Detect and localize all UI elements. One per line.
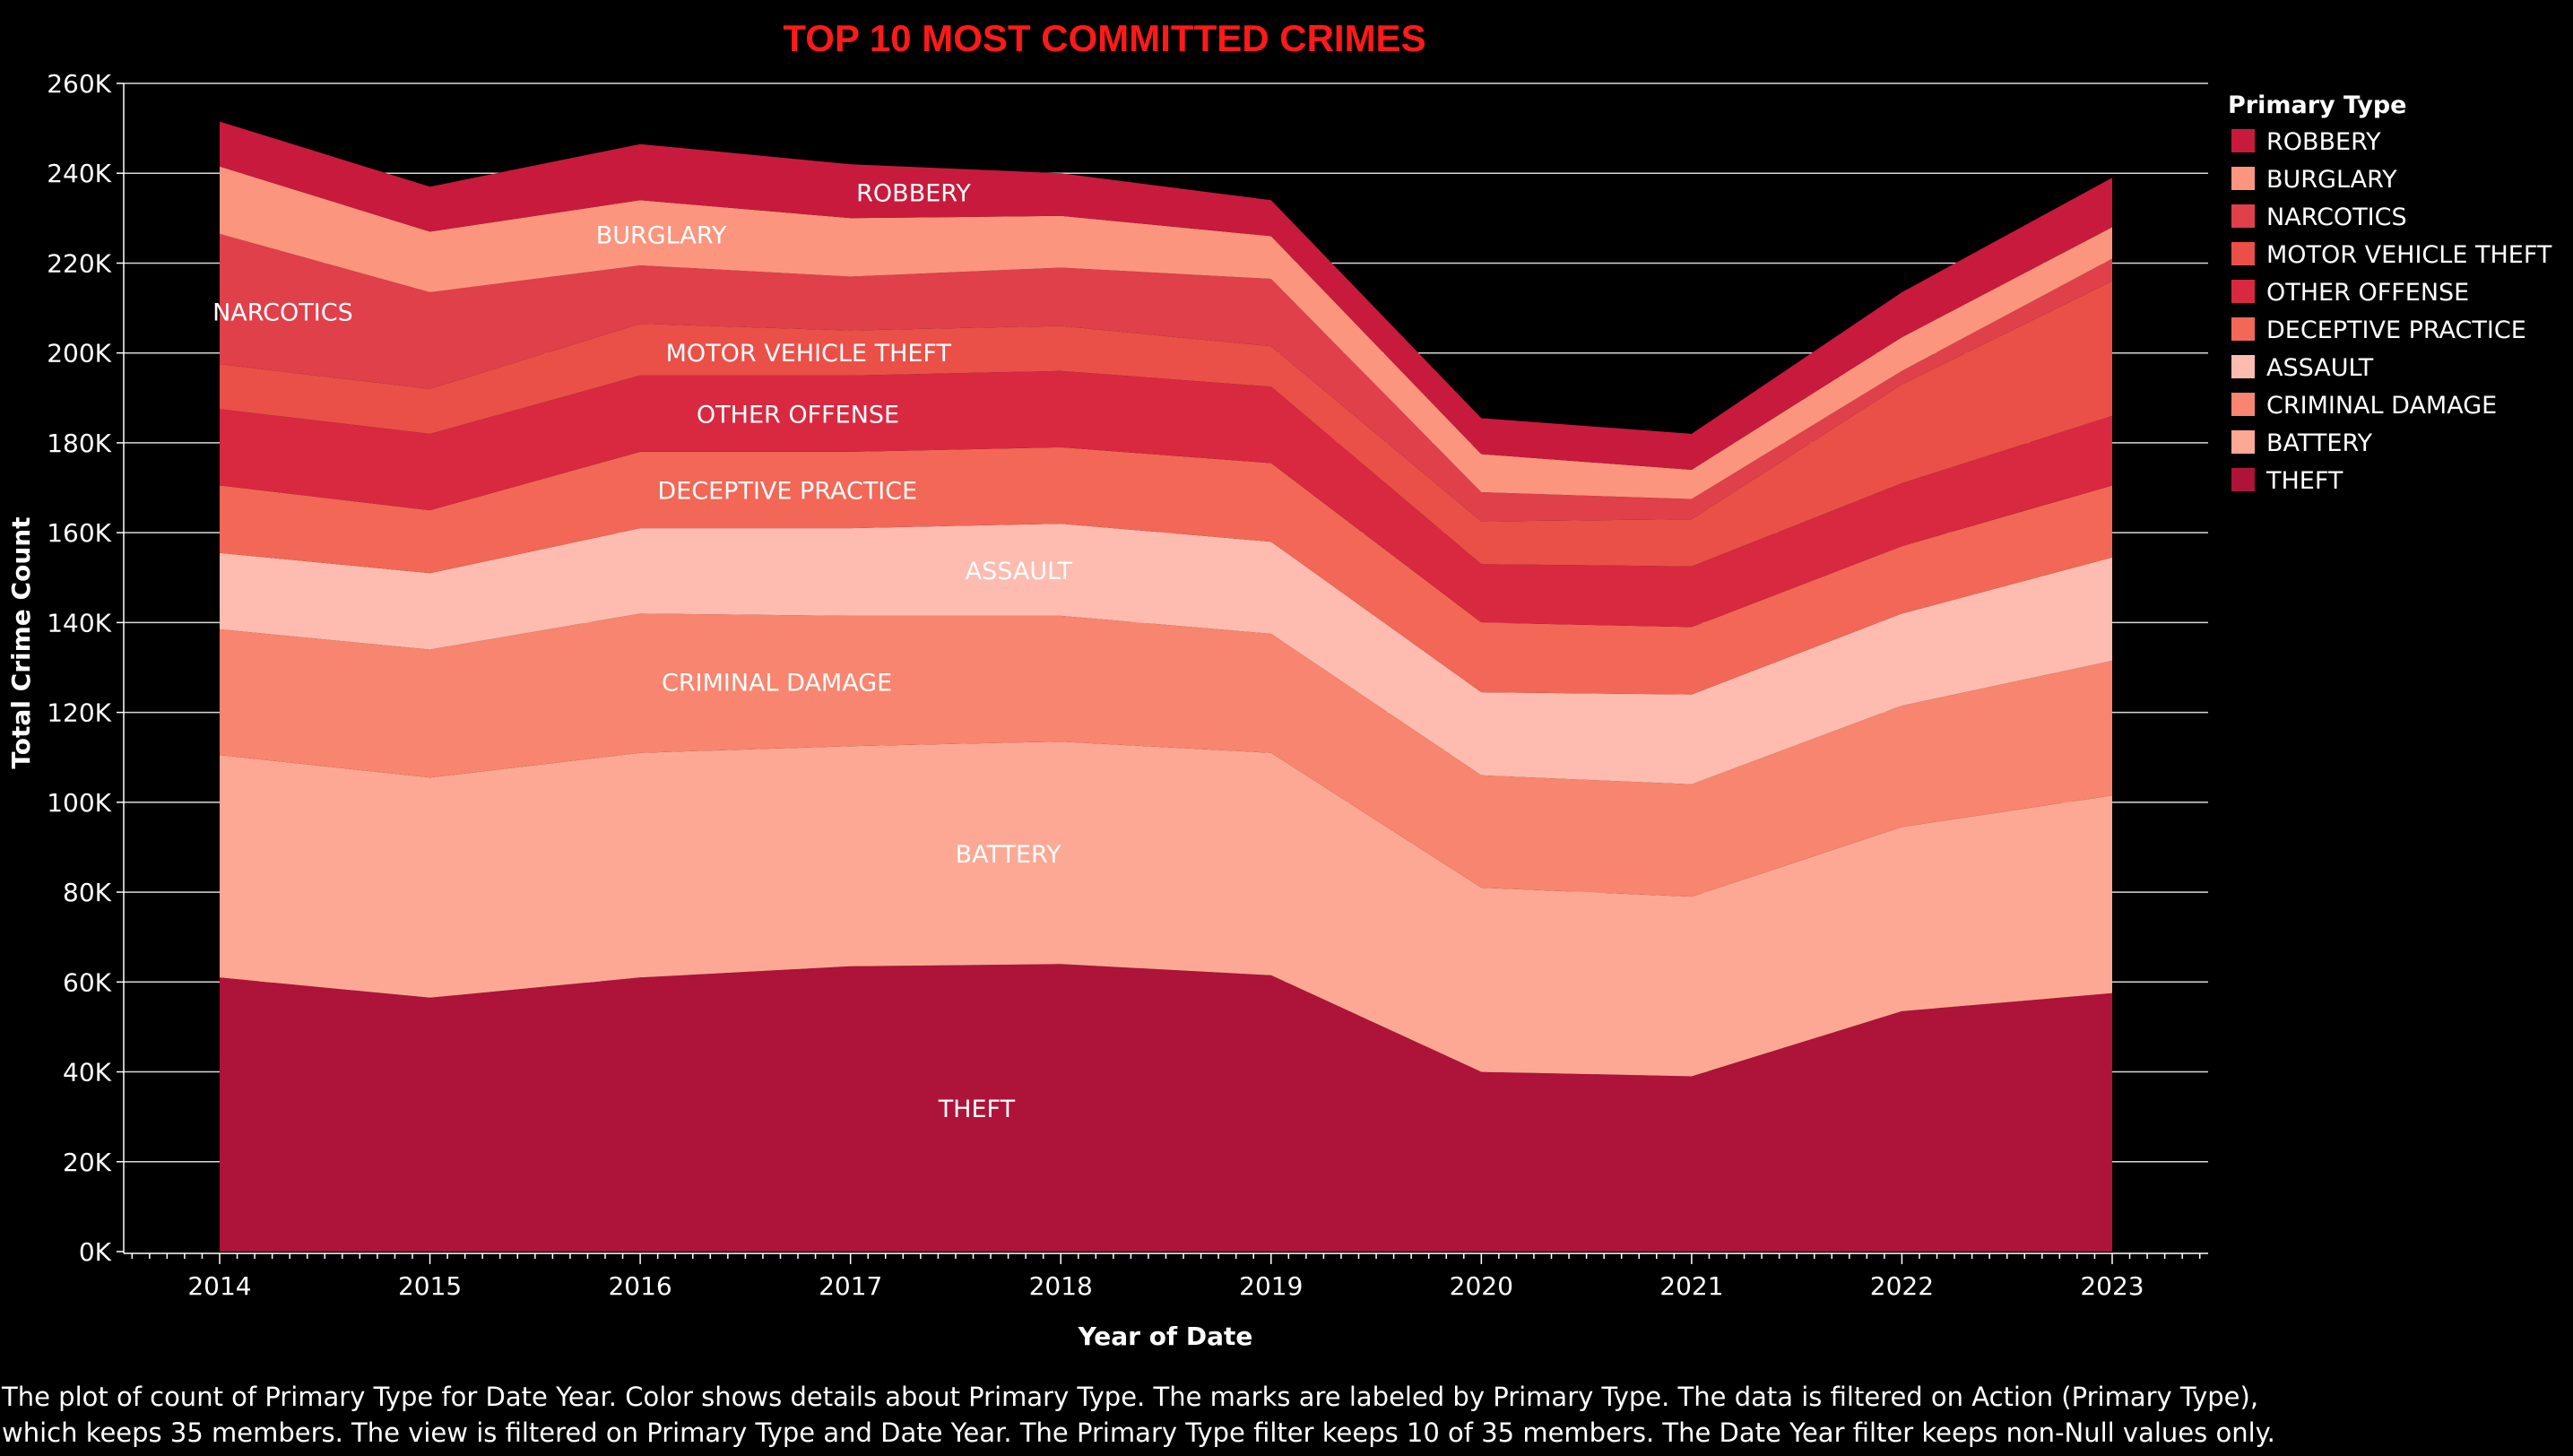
- y-tick-label: 140K: [47, 608, 111, 637]
- x-tick-labels: 2014 2015 2016 2017 2018 2019 2020 2021 2022 2023: [187, 1271, 2144, 1301]
- legend-swatch: [2231, 204, 2255, 228]
- y-tick-label: 200K: [47, 339, 111, 368]
- x-tick-label: 2018: [1029, 1271, 1093, 1301]
- area-label: ASSAULT: [966, 558, 1073, 585]
- legend: Primary Type ROBBERY BURGLARY NARCOTICS MOT…: [2228, 91, 2552, 495]
- area-deceptive-practice: [220, 446, 2112, 695]
- legend-item-label: DECEPTIVE PRACTICE: [2266, 316, 2526, 344]
- x-tick-label: 2021: [1659, 1271, 1723, 1301]
- area-narcotics: [220, 233, 2112, 522]
- area-theft: [220, 964, 2112, 1252]
- y-axis-label: Total Crime Count: [6, 516, 36, 768]
- y-tick-label: 260K: [47, 69, 111, 99]
- legend-swatch: [2231, 430, 2255, 454]
- area-label: DECEPTIVE PRACTICE: [657, 478, 917, 506]
- y-tick-label: 220K: [47, 249, 111, 279]
- y-tick-label: 160K: [47, 518, 111, 548]
- area-label: OTHER OFFENSE: [697, 401, 899, 429]
- area-label: BATTERY: [956, 841, 1062, 869]
- axes: [117, 82, 2208, 1264]
- legend-title: Primary Type: [2228, 91, 2406, 119]
- legend-swatch: [2231, 280, 2255, 303]
- y-tick-label: 100K: [47, 788, 111, 818]
- legend-swatch: [2231, 393, 2255, 416]
- x-tick-label: 2015: [398, 1271, 462, 1301]
- legend-item-label: ASSAULT: [2266, 354, 2374, 382]
- legend-swatch: [2231, 242, 2255, 265]
- y-tick-label: 40K: [63, 1058, 112, 1088]
- y-tick-labels: 0K 20K 40K 60K 80K 100K 120K 140K 160K 180K 200K 22…: [47, 69, 111, 1267]
- area-label: BURGLARY: [596, 221, 727, 249]
- area-battery: [220, 741, 2112, 1077]
- legend-item-label: ROBBERY: [2266, 128, 2381, 156]
- area-motor-vehicle-theft: [220, 281, 2112, 567]
- legend-item-label: BURGLARY: [2266, 166, 2397, 194]
- area-layers: [220, 121, 2112, 1252]
- legend-swatch: [2231, 355, 2255, 378]
- y-tick-label: 240K: [47, 159, 111, 188]
- x-tick-label: 2017: [819, 1271, 882, 1301]
- area-robbery: [220, 121, 2112, 470]
- x-tick-label: 2022: [1870, 1271, 1934, 1301]
- y-tick-label: 180K: [47, 429, 111, 458]
- legend-swatch: [2231, 317, 2255, 341]
- x-tick-label: 2020: [1450, 1271, 1513, 1301]
- caption-line-1: The plot of count of Primary Type for Da…: [2, 1382, 2259, 1412]
- area-other-offense: [220, 370, 2112, 628]
- x-tick-label: 2019: [1239, 1271, 1303, 1301]
- x-tick-label: 2016: [608, 1271, 671, 1301]
- legend-item-label: THEFT: [2265, 467, 2343, 495]
- chart-caption: The plot of count of Primary Type for Da…: [2, 1379, 2566, 1451]
- area-label: ROBBERY: [856, 179, 971, 207]
- y-tick-label: 60K: [63, 967, 112, 997]
- chart-title: TOP 10 MOST COMMITTED CRIMES: [783, 17, 1425, 59]
- legend-item-label: NARCOTICS: [2266, 204, 2407, 231]
- x-tick-label: 2023: [2080, 1271, 2144, 1301]
- area-labels: THEFT BATTERY CRIMINAL DAMAGE ASSAULT DECEPT…: [212, 179, 1072, 1123]
- legend-item-label: OTHER OFFENSE: [2266, 279, 2469, 307]
- caption-line-2: which keeps 35 members. The view is filt…: [2, 1417, 2275, 1448]
- stacked-area-chart: TOP 10 MOST COMMITTED CRIMES THEFT BATTER…: [6, 17, 2552, 1351]
- area-label: NARCOTICS: [212, 299, 353, 327]
- legend-item-label: BATTERY: [2266, 429, 2373, 457]
- legend-swatch: [2231, 468, 2255, 491]
- area-label: THEFT: [938, 1096, 1016, 1123]
- x-axis-label: Year of Date: [1078, 1322, 1253, 1351]
- area-criminal-damage: [220, 613, 2112, 897]
- legend-item-label: MOTOR VEHICLE THEFT: [2266, 241, 2552, 269]
- y-tick-label: 0K: [79, 1237, 112, 1267]
- y-tick-label: 120K: [47, 698, 111, 728]
- area-burglary: [220, 166, 2112, 499]
- y-tick-label: 80K: [63, 878, 112, 907]
- y-tick-label: 20K: [63, 1148, 112, 1177]
- area-assault: [220, 524, 2112, 784]
- area-label: CRIMINAL DAMAGE: [662, 669, 892, 697]
- x-tick-label: 2014: [187, 1271, 251, 1301]
- legend-item-label: CRIMINAL DAMAGE: [2266, 392, 2497, 420]
- legend-swatch: [2231, 167, 2255, 190]
- legend-swatch: [2231, 129, 2255, 152]
- area-label: MOTOR VEHICLE THEFT: [666, 340, 952, 368]
